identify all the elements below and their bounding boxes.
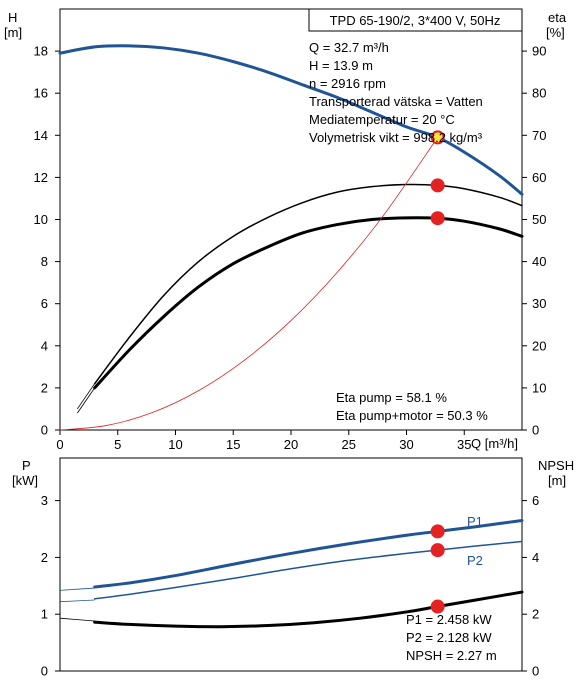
left-tick-label: 2 [41,380,48,395]
series-extension-head [59,47,95,54]
right-tick-label: 60 [532,170,546,185]
x-tick-label: 20 [284,437,298,452]
left-tick-label: 18 [34,44,48,59]
left-tick-label: 8 [41,254,48,269]
right-tick-label: 20 [532,338,546,353]
info-line-fluid: Transporterad vätska = Vatten [309,94,483,109]
series-extension-eta-pump [76,383,95,410]
p1-series-label: P1 [467,514,483,529]
bottom-series-group [59,518,524,629]
power-npsh-panel: P [kW] NPSH [m] 0 1 2 3 0 2 4 6 P1 P2 P1 = 2.4… [12,457,574,679]
eta-pump-motor-text: Eta pump+motor = 50.3 % [336,408,488,423]
series-extension-NPSH [59,617,95,622]
left-tick-label: 14 [34,128,48,143]
info-line-density: Volymetrisk vikt = 998.2 kg/m³ [309,130,483,145]
left-tick-label: 4 [41,338,48,353]
series-line-eta-pump-motor [93,216,524,390]
series-extension-eta-pump-motor [76,387,95,414]
left-tick-label: 3 [41,493,48,508]
left-tick-label: 0 [41,664,48,679]
eta-axis-unit: [%] [546,25,565,40]
marker-eta-pump-point [430,178,445,193]
x-tick-label: 5 [114,437,121,452]
right-tick-label: 80 [532,86,546,101]
p1-value-text: P1 = 2.458 kW [406,612,492,627]
npsh-axis-ticks: 0 2 4 6 [522,493,539,679]
info-line-n: n = 2916 rpm [309,76,386,91]
marker-eta-pump-motor-point [430,211,445,226]
right-tick-label: 2 [532,607,539,622]
right-tick-label: 50 [532,212,546,227]
eta-pump-text: Eta pump = 58.1 % [336,390,447,405]
h-axis-ticks: 0 2 4 6 8 10 12 14 16 18 [34,44,60,438]
right-tick-label: 0 [532,664,539,679]
series-extension-P2 [59,599,95,603]
series-line-system-curve [59,137,439,431]
q-axis-ticks: 0 5 10 15 20 25 30 35 [56,430,471,452]
series-line-P2 [93,540,523,600]
left-tick-label: 1 [41,607,48,622]
series-line-eta-pump [93,183,523,385]
series-extension-P1 [59,587,95,591]
left-tick-label: 16 [34,86,48,101]
marker-NPSH-point [430,599,445,614]
right-tick-label: 90 [532,44,546,59]
head-efficiency-panel: H [m] eta [%] Q [m³/h] 0 2 4 6 8 10 12 14 16 18 0… [4,8,567,452]
x-tick-label: 15 [226,437,240,452]
series-line-head [58,44,524,196]
right-tick-label: 0 [532,423,539,438]
series-line-P1 [93,518,524,589]
top-series-group [58,44,524,431]
right-tick-label: 30 [532,296,546,311]
bottom-plot-frame [59,457,523,672]
p-axis-ticks: 0 1 2 3 [41,493,60,679]
h-axis-unit: [m] [4,25,22,40]
info-line-q: Q = 32.7 m³/h [309,40,389,55]
npsh-axis-label: NPSH [538,458,574,473]
chart-title: TPD 65-190/2, 3*400 V, 50Hz [330,13,501,28]
title-box [308,8,523,32]
eta-axis-label: eta [548,10,567,25]
top-markers-group [430,130,445,226]
left-tick-label: 12 [34,170,48,185]
p-axis-label: P [22,458,31,473]
left-tick-label: 10 [34,212,48,227]
info-line-temp: Mediatemperatur = 20 °C [309,112,455,127]
p2-value-text: P2 = 2.128 kW [406,630,492,645]
p2-series-label: P2 [467,553,483,568]
bottom-markers-group [430,524,445,614]
x-tick-label: 0 [56,437,63,452]
npsh-value-text: NPSH = 2.27 m [406,648,497,663]
left-tick-label: 0 [41,423,48,438]
marker-duty-point [430,130,445,145]
x-tick-label: 35 [457,437,471,452]
q-axis-label: Q [m³/h] [471,436,518,451]
marker-P1-point [430,524,445,539]
x-tick-label: 30 [399,437,413,452]
marker-P2-point [430,543,445,558]
left-tick-label: 6 [41,296,48,311]
npsh-axis-unit: [m] [548,473,566,488]
right-tick-label: 40 [532,254,546,269]
eta-axis-ticks: 0 10 20 30 40 50 60 70 80 90 [522,44,546,438]
left-tick-label: 2 [41,550,48,565]
h-axis-label: H [8,10,17,25]
x-tick-label: 10 [168,437,182,452]
p-axis-unit: [kW] [12,473,38,488]
info-line-h: H = 13.9 m [309,58,373,73]
right-tick-label: 6 [532,493,539,508]
series-line-NPSH [93,590,524,629]
x-tick-label: 25 [342,437,356,452]
right-tick-label: 70 [532,128,546,143]
right-tick-label: 4 [532,550,539,565]
right-tick-label: 10 [532,380,546,395]
